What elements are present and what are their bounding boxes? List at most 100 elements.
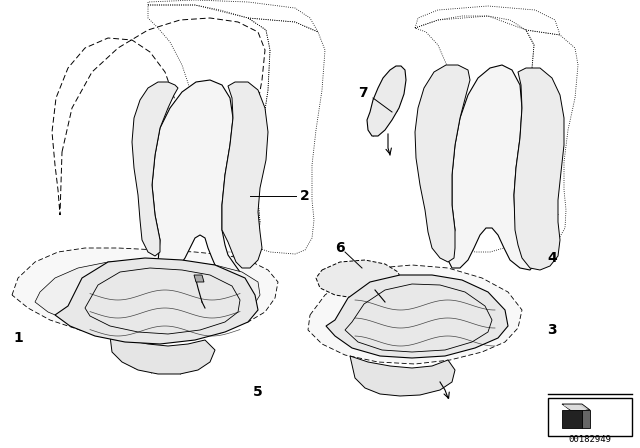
- Point: [468, 188, 478, 195]
- Point: [368, 280, 378, 287]
- Point: [180, 332, 190, 339]
- Point: [438, 79, 448, 86]
- Point: [467, 322, 477, 329]
- Point: [375, 388, 385, 396]
- Point: [205, 307, 216, 314]
- Point: [498, 164, 508, 171]
- Point: [110, 350, 120, 358]
- Point: [486, 216, 496, 223]
- Point: [536, 227, 546, 234]
- Point: [201, 143, 211, 150]
- Point: [188, 340, 198, 347]
- Point: [180, 183, 191, 190]
- Point: [392, 390, 402, 397]
- Point: [433, 130, 444, 138]
- Point: [500, 140, 510, 147]
- Point: [477, 220, 488, 228]
- Point: [251, 182, 261, 189]
- Point: [124, 264, 134, 271]
- Point: [184, 265, 195, 272]
- Text: 00182949: 00182949: [568, 435, 611, 444]
- Point: [360, 306, 371, 314]
- Point: [464, 333, 474, 340]
- Point: [140, 326, 150, 333]
- Point: [139, 230, 149, 237]
- Point: [219, 175, 229, 182]
- Point: [173, 258, 183, 265]
- Point: [179, 310, 189, 317]
- Point: [426, 183, 436, 190]
- Point: [140, 202, 150, 209]
- Point: [376, 289, 387, 296]
- Point: [138, 131, 148, 138]
- Point: [479, 119, 490, 126]
- Point: [468, 206, 479, 213]
- Point: [396, 74, 406, 81]
- Point: [439, 324, 449, 331]
- Point: [395, 316, 405, 323]
- Point: [122, 343, 132, 350]
- Point: [202, 213, 212, 220]
- Point: [390, 284, 400, 292]
- Point: [372, 339, 383, 346]
- Point: [534, 65, 544, 73]
- Point: [144, 341, 154, 349]
- Point: [246, 290, 256, 297]
- Point: [170, 304, 180, 311]
- Point: [146, 280, 156, 287]
- Point: [445, 73, 456, 80]
- Point: [468, 179, 478, 186]
- Point: [245, 171, 255, 178]
- Point: [146, 264, 156, 271]
- Point: [363, 123, 373, 130]
- Point: [122, 280, 132, 288]
- Point: [218, 220, 228, 227]
- Point: [204, 146, 214, 154]
- Point: [145, 366, 155, 374]
- Point: [393, 103, 403, 110]
- Point: [168, 321, 179, 328]
- Point: [257, 107, 267, 114]
- Point: [363, 280, 373, 288]
- Point: [468, 198, 478, 205]
- Point: [158, 95, 168, 102]
- Point: [239, 285, 249, 292]
- Point: [485, 160, 495, 168]
- Point: [361, 382, 371, 389]
- Point: [418, 340, 428, 348]
- Point: [493, 313, 504, 320]
- Point: [462, 324, 472, 331]
- Point: [236, 237, 246, 244]
- Point: [465, 125, 476, 132]
- Point: [204, 145, 214, 152]
- Point: [493, 326, 503, 333]
- Point: [110, 281, 120, 288]
- Point: [436, 302, 447, 310]
- Point: [251, 171, 261, 178]
- Point: [517, 210, 527, 217]
- Point: [176, 210, 186, 217]
- Point: [388, 88, 399, 95]
- Point: [157, 297, 167, 305]
- Point: [387, 272, 397, 279]
- Point: [260, 120, 270, 127]
- Point: [143, 278, 153, 285]
- Point: [541, 180, 552, 187]
- Point: [155, 331, 165, 338]
- Point: [240, 134, 250, 141]
- Point: [93, 308, 103, 315]
- Point: [211, 306, 221, 313]
- Point: [168, 86, 178, 93]
- Point: [520, 187, 530, 194]
- Point: [192, 319, 202, 326]
- Point: [492, 314, 502, 321]
- Point: [77, 293, 88, 300]
- Point: [120, 284, 131, 292]
- Point: [215, 241, 225, 248]
- Polygon shape: [35, 260, 260, 332]
- Point: [140, 346, 150, 353]
- Point: [143, 248, 154, 255]
- Point: [209, 320, 220, 327]
- Point: [208, 284, 218, 292]
- Point: [543, 158, 553, 165]
